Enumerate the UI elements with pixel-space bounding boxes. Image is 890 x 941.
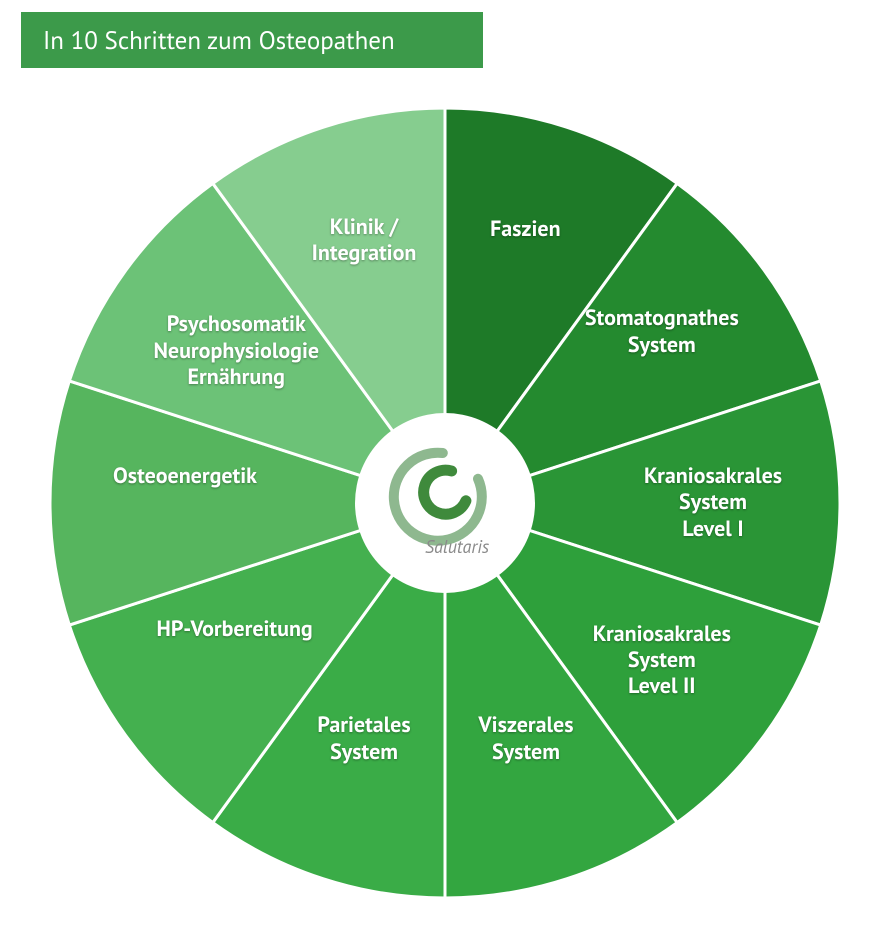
segment-label-7: Osteoenergetik	[65, 463, 305, 489]
wheel-hub	[355, 413, 535, 593]
segment-label-3: Kraniosakrales System Level II	[542, 621, 782, 700]
segment-label-8: Psychosomatik Neurophysiologie Ernährung	[116, 311, 356, 390]
title-text: In 10 Schritten zum Osteopathen	[43, 24, 395, 56]
segment-label-5: Parietales System	[244, 712, 484, 765]
hub-brand-label: Salutaris	[425, 535, 489, 558]
segment-label-1: Stomatognathes System	[542, 305, 782, 358]
segment-label-6: HP-Vorbereitung	[115, 616, 355, 642]
page-canvas: In 10 Schritten zum Osteopathen FaszienS…	[0, 0, 890, 941]
segment-label-9: Klinik / Integration	[244, 214, 484, 267]
segment-label-2: Kraniosakrales System Level I	[593, 463, 833, 542]
title-bar: In 10 Schritten zum Osteopathen	[21, 12, 483, 68]
